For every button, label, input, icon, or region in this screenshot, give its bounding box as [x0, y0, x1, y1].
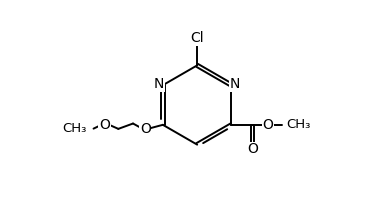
Text: Cl: Cl [190, 31, 204, 45]
Text: N: N [154, 77, 164, 91]
Text: N: N [230, 77, 240, 91]
Text: O: O [99, 118, 110, 132]
Text: O: O [140, 122, 151, 136]
Text: O: O [262, 118, 273, 132]
Text: CH₃: CH₃ [286, 118, 311, 131]
Text: CH₃: CH₃ [63, 122, 87, 135]
Text: O: O [247, 142, 258, 156]
